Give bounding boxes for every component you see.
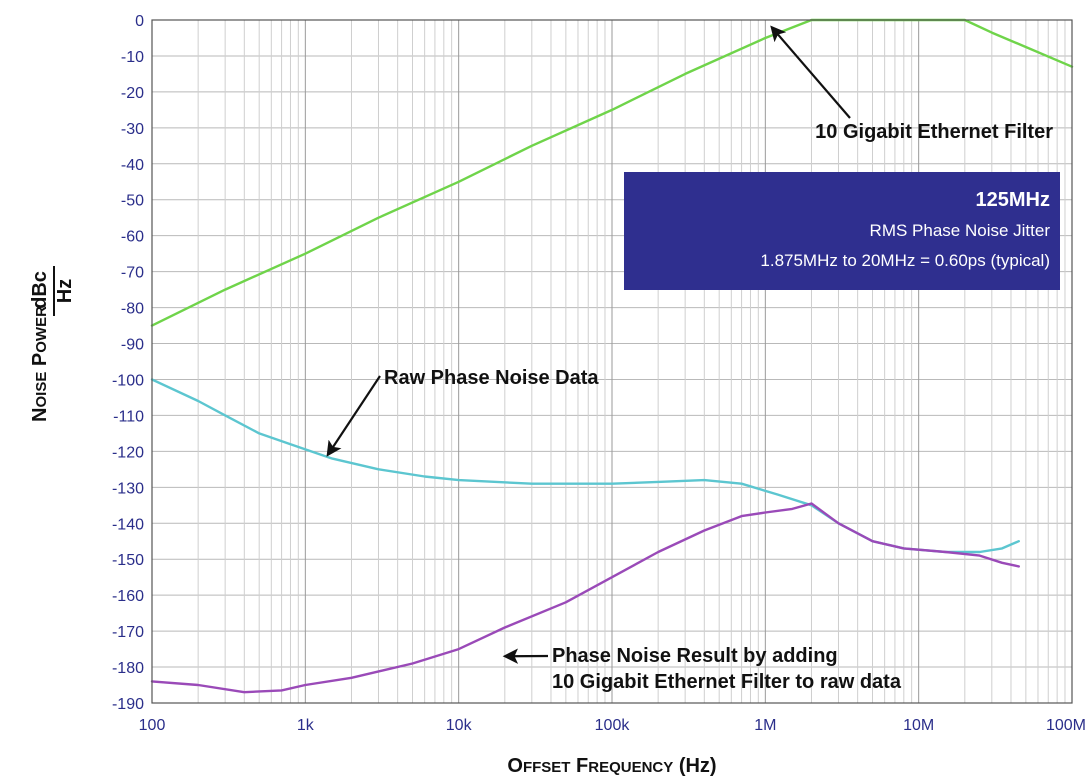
y-tick-label: -70 — [121, 265, 144, 282]
axis-title-part: REQUENCY — [588, 759, 673, 776]
y-tick-label: -100 — [112, 372, 144, 389]
axis-title-part: N — [29, 407, 51, 421]
x-tick-label: 100M — [1046, 717, 1086, 734]
y-tick-label: -10 — [121, 49, 144, 66]
annotation-1: Raw Phase Noise Data — [326, 367, 599, 457]
y-tick-label: -60 — [121, 229, 144, 246]
annotation-2: Phase Noise Result by adding 10 Gigabit E… — [502, 645, 902, 693]
y-tick-label: -160 — [112, 588, 144, 605]
info-box-title: 125MHz — [976, 189, 1050, 211]
x-tick-label: 1M — [754, 717, 776, 734]
axis-title-part: OWER — [33, 306, 50, 353]
series-line-0 — [150, 18, 1074, 327]
y-tick-label: -90 — [121, 337, 144, 354]
annotation-label: 10 Gigabit Ethernet Filter — [815, 121, 1053, 143]
plot-frame — [151, 19, 1073, 704]
annotations: 10 Gigabit Ethernet Filter Raw Phase Nois… — [326, 25, 1053, 693]
y-tick-label: -30 — [121, 121, 144, 138]
axis-title-part: F — [570, 755, 588, 777]
series-line-2 — [150, 502, 1020, 694]
y-tick-label: -40 — [121, 157, 144, 174]
x-tick-label: 1k — [297, 717, 315, 734]
x-tick-label: 10k — [446, 717, 473, 734]
y-tick-label: -20 — [121, 85, 144, 102]
series-lines — [150, 18, 1074, 694]
x-tick-labels: 100 1k 10k 100k 1M 10M 100M — [139, 717, 1086, 734]
y-tick-label: -120 — [112, 444, 144, 461]
axis-title-part: P — [29, 353, 51, 372]
axis-title-part: O — [507, 755, 523, 777]
annotation-label: Raw Phase Noise Data — [384, 367, 599, 389]
axis-title-part: (Hz) — [673, 755, 716, 777]
axis-title-part: FFSET — [523, 759, 571, 776]
y-axis-unit-numerator: dBc — [29, 271, 51, 309]
y-tick-label: -180 — [112, 660, 144, 677]
y-tick-label: -140 — [112, 516, 144, 533]
y-axis-unit-denominator: Hz — [54, 279, 76, 303]
info-box-line-2: 1.875MHz to 20MHz = 0.60ps (typical) — [760, 251, 1050, 270]
annotation-label: 10 Gigabit Ethernet Filter to raw data — [552, 671, 902, 693]
annotation-arrow — [326, 375, 381, 457]
y-tick-label: -190 — [112, 696, 144, 713]
y-tick-label: -130 — [112, 480, 144, 497]
y-tick-label: -80 — [121, 301, 144, 318]
y-tick-label: 0 — [135, 13, 144, 30]
y-tick-label: -170 — [112, 624, 144, 641]
annotation-arrow — [770, 25, 851, 119]
info-box-background — [624, 172, 1060, 290]
y-tick-label: -50 — [121, 193, 144, 210]
x-tick-label: 100k — [595, 717, 631, 734]
y-tick-label: -110 — [113, 408, 144, 425]
annotation-label: Phase Noise Result by adding — [552, 645, 838, 667]
x-tick-label: 100 — [139, 717, 166, 734]
y-axis-title: NOISE POWER — [29, 306, 51, 422]
annotation-0: 10 Gigabit Ethernet Filter — [770, 25, 1053, 143]
y-tick-labels: 0 -10 -20 -30 -40 -50 -60 -70 -80 -90 -100 -110 -120… — [112, 13, 144, 713]
x-axis-title: OFFSET FREQUENCY (Hz) — [507, 755, 716, 777]
info-box-line-1: RMS Phase Noise Jitter — [870, 221, 1051, 240]
axis-title-part: OISE — [33, 372, 50, 408]
y-tick-label: -150 — [112, 552, 144, 569]
x-tick-label: 10M — [903, 717, 934, 734]
info-box: 125MHz RMS Phase Noise Jitter 1.875MHz t… — [624, 172, 1060, 290]
